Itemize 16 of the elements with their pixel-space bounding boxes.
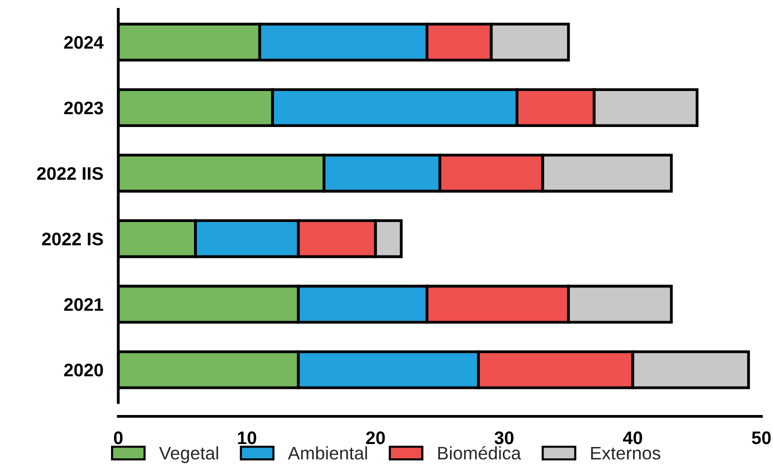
x-tick-label: 20 xyxy=(366,431,385,444)
legend-label: Externos xyxy=(591,446,660,460)
x-tick-label: 30 xyxy=(494,431,514,444)
x-tick-label: 40 xyxy=(623,431,642,444)
legend-label: Ambiental xyxy=(288,446,367,460)
x-tick-label: 10 xyxy=(238,431,256,444)
y-tick-label: 2020 xyxy=(64,364,103,376)
y-tick-label: 2021 xyxy=(64,298,104,311)
y-tick-label: 2022 IS xyxy=(42,232,103,246)
x-tick-label: 0 xyxy=(114,431,123,444)
legend-label: Vegetal xyxy=(159,446,218,464)
legend-label: Biomédica xyxy=(438,446,522,460)
y-tick-label: 2022 IIS xyxy=(37,167,103,180)
x-tick-label: 50 xyxy=(752,431,771,444)
y-tick-label: 2023 xyxy=(64,102,104,114)
y-tick-label: 2024 xyxy=(64,36,104,49)
